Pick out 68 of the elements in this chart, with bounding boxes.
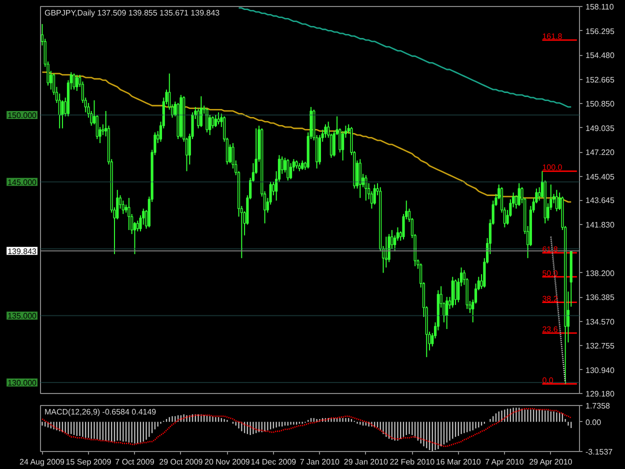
- line-series: [238, 7, 572, 108]
- candlestick: [72, 73, 76, 90]
- series-label: 23.6: [542, 325, 558, 334]
- candlestick: [102, 124, 104, 136]
- chart-title: MACD(12,26,9) -0.6584 0.4149: [44, 408, 157, 416]
- x-tick-label: 29 Jan 2010: [344, 458, 388, 466]
- y-tick-label: 143.645: [586, 196, 615, 205]
- y-tick-label: 134.570: [586, 317, 615, 326]
- y-tick-label: 147.220: [586, 148, 615, 158]
- candlestick: [518, 182, 520, 206]
- candlestick: [128, 197, 130, 231]
- ref-line-label: 135.000: [8, 312, 38, 321]
- y-tick-label: 145.405: [586, 172, 615, 182]
- series-label: 161.8: [542, 32, 563, 42]
- y-tick-label: 150.850: [586, 100, 615, 109]
- candlestick: [214, 114, 217, 128]
- ref-line-label: 150.000: [8, 110, 38, 120]
- x-tick-label: 24 Aug 2009: [20, 458, 66, 466]
- candlestick: [217, 112, 220, 125]
- y-tick-label: 130.940: [586, 366, 615, 375]
- candlestick: [446, 296, 448, 330]
- candlestick: [373, 184, 376, 206]
- y-tick-label: 152.665: [586, 75, 615, 84]
- ref-line-label: 139.843: [8, 246, 38, 256]
- x-tick-label: 29 Apr 2010: [529, 458, 573, 466]
- x-tick-label: 7 Oct 2009: [115, 458, 155, 466]
- y-tick-label: 136.385: [586, 293, 615, 302]
- candlestick: [61, 100, 64, 129]
- line-series: [42, 408, 572, 447]
- x-tick-label: 29 Oct 2009: [159, 458, 204, 466]
- candlestick: [364, 174, 368, 202]
- ref-line-label: 145.000: [8, 178, 38, 187]
- x-tick-label: 22 Feb 2010: [390, 458, 436, 466]
- x-tick-label: 14 Dec 2009: [250, 458, 297, 466]
- y-tick-label: 132.755: [586, 342, 615, 351]
- y-tick-label: 0.00: [586, 418, 602, 427]
- candlestick: [324, 124, 327, 138]
- ref-line-label: 130.000: [8, 378, 38, 388]
- series-label: 50.0: [542, 268, 558, 278]
- x-tick-label: 7 Jan 2010: [300, 458, 340, 466]
- candlestick: [358, 158, 362, 198]
- candlestick: [200, 96, 202, 128]
- candlestick: [555, 189, 558, 212]
- series-label: 0.0: [542, 376, 554, 385]
- candlestick: [301, 160, 304, 170]
- x-tick-label: 16 Mar 2010: [436, 458, 482, 466]
- y-tick-label: 129.180: [586, 390, 615, 398]
- candlestick: [289, 162, 292, 180]
- y-tick-label: 156.295: [586, 26, 615, 36]
- y-tick-label: -3.1537: [586, 448, 614, 456]
- candlestick: [136, 220, 139, 232]
- series-label: 61.8: [542, 244, 558, 254]
- x-tick-label: 15 Sep 2009: [66, 458, 112, 466]
- y-tick-label: 158.110: [586, 2, 614, 12]
- y-tick-label: 141.830: [586, 220, 615, 230]
- candlestick: [454, 279, 457, 306]
- x-tick-label: 20 Nov 2009: [204, 458, 250, 466]
- y-tick-label: 1.7358: [586, 402, 611, 410]
- y-tick-label: 149.035: [586, 124, 615, 133]
- candlestick: [206, 108, 208, 133]
- chart-title: GBPJPY,Daily 137.509 139.855 135.671 139.843: [44, 8, 220, 18]
- y-tick-label: 138.200: [586, 268, 615, 278]
- series-label: 38.2: [542, 294, 558, 304]
- candlestick: [286, 158, 290, 182]
- x-tick-label: 7 Apr 2010: [485, 458, 524, 466]
- candlestick: [76, 74, 78, 92]
- series-label: 100.0: [542, 163, 563, 172]
- y-tick-label: 154.480: [586, 51, 615, 60]
